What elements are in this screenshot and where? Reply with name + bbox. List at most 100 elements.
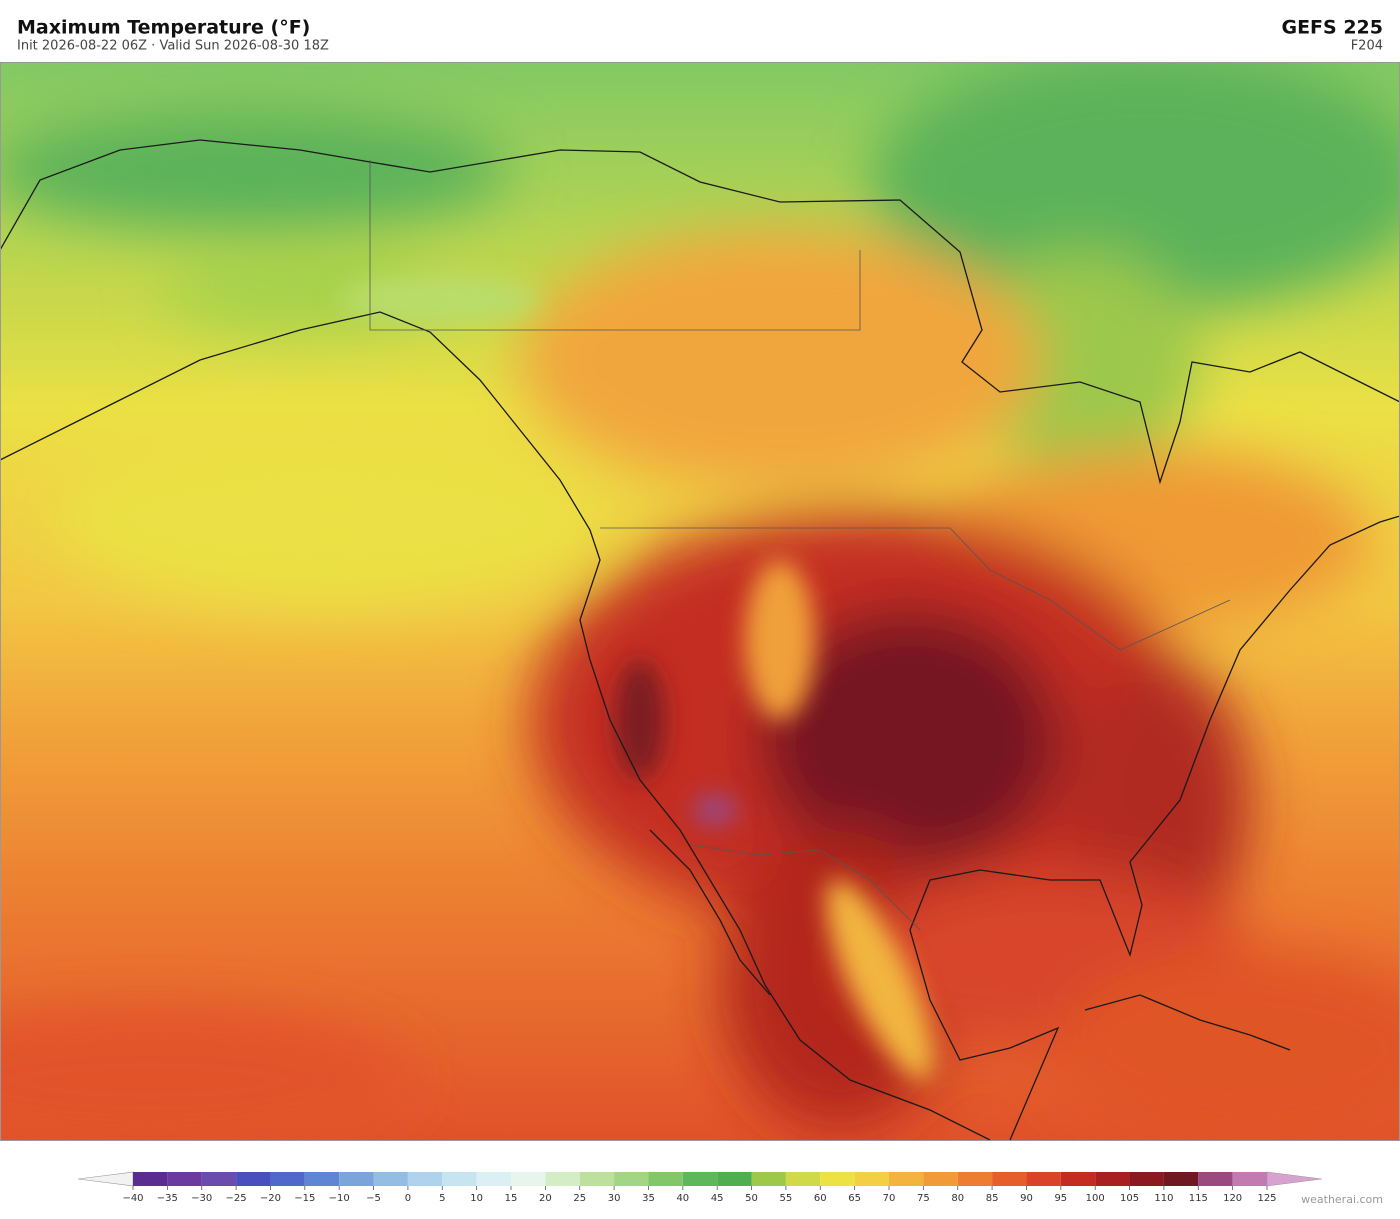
- border: [689, 844, 921, 931]
- coastline: [909, 515, 1400, 1140]
- model-label: GEFS 225: [1281, 17, 1383, 39]
- temperature-region: [0, 110, 510, 230]
- colorbar-tick-label: 75: [917, 1193, 930, 1204]
- colorbar-tick-label: 60: [814, 1193, 827, 1204]
- colorbar-tick-label: 70: [883, 1193, 896, 1204]
- border: [600, 527, 1231, 651]
- colorbar-tick-label: 40: [676, 1193, 689, 1204]
- colorbar-segment: [476, 1172, 511, 1186]
- colorbar-tick-label: 120: [1223, 1193, 1242, 1204]
- colorbar-tick-label: −25: [226, 1193, 247, 1204]
- colorbar-segment: [751, 1172, 786, 1186]
- colorbar-tick-label: 5: [439, 1193, 445, 1204]
- colorbar-tick-label: 55: [780, 1193, 793, 1204]
- colorbar-segment: [785, 1172, 821, 1186]
- colorbar-tick-label: 35: [642, 1193, 655, 1204]
- colorbar-segment: [236, 1172, 271, 1186]
- colorbar-segment: [957, 1172, 993, 1186]
- colorbar-segment: [407, 1172, 443, 1186]
- temperature-detail: [615, 660, 665, 780]
- colorbar-tick-label: 85: [986, 1193, 999, 1204]
- temperature-detail: [340, 275, 540, 325]
- colorbar-tick-label: −10: [329, 1193, 350, 1204]
- colorbar-tick-label: 105: [1120, 1193, 1139, 1204]
- colorbar-segment: [682, 1172, 718, 1186]
- coastline: [0, 139, 1400, 485]
- colorbar-tick-label: 15: [505, 1193, 518, 1204]
- temperature-details: [340, 275, 934, 1081]
- colorbar-low-extend: [77, 1171, 134, 1187]
- colorbar-segment: [511, 1172, 546, 1186]
- temperature-region: [50, 430, 610, 610]
- watermark: weatherai.com: [1301, 1193, 1383, 1206]
- colorbar-tick-label: 45: [711, 1193, 724, 1204]
- colorbar-segment: [1026, 1172, 1061, 1186]
- colorbar-tick-label: 95: [1054, 1193, 1067, 1204]
- colorbar-tick-label: −5: [366, 1193, 381, 1204]
- temperature-blobs: [0, 62, 1400, 1140]
- colorbar-tick-label: −20: [260, 1193, 281, 1204]
- colorbar-segment: [1129, 1172, 1164, 1186]
- colorbar: −40 −35 −30 −25 −20 −15 −10 −5 0 5 10 15 20 25 30 35 40 4…: [77, 1171, 1323, 1204]
- temperature-region: [0, 1010, 410, 1140]
- colorbar-segment: [579, 1172, 615, 1186]
- colorbar-segment: [201, 1172, 237, 1186]
- temperature-region: [520, 230, 1040, 490]
- temperature-region: [760, 610, 1060, 870]
- temperature-region: [870, 62, 1400, 310]
- colorbar-segment: [1232, 1172, 1267, 1186]
- colorbar-tick-label: 20: [539, 1193, 552, 1204]
- map-title: Maximum Temperature (°F): [17, 17, 310, 39]
- colorbar-segment: [442, 1172, 477, 1186]
- temperature-region: [1050, 950, 1400, 1140]
- temperature-region: [960, 250, 1200, 470]
- colorbar-high-extend: [1266, 1171, 1323, 1187]
- temperature-region: [1070, 660, 1250, 940]
- coastline: [0, 311, 991, 1140]
- colorbar-tick-label: 80: [951, 1193, 964, 1204]
- forecast-hour: F204: [1351, 39, 1383, 54]
- colorbar-tick-label: 25: [573, 1193, 586, 1204]
- colorbar-tick-label: 100: [1086, 1193, 1105, 1204]
- colorbar-tick-label: 0: [405, 1193, 411, 1204]
- coastlines: [0, 139, 1400, 1140]
- colorbar-segment: [545, 1172, 580, 1186]
- colorbar-segment: [133, 1172, 168, 1186]
- colorbar-tick-label: 115: [1189, 1193, 1208, 1204]
- colorbar-segment: [923, 1172, 958, 1186]
- colorbar-segment: [373, 1172, 408, 1186]
- colorbar-segment: [614, 1172, 649, 1186]
- colorbar-segment: [992, 1172, 1027, 1186]
- border: [369, 160, 861, 331]
- colorbar-segment: [889, 1172, 924, 1186]
- colorbar-tick-label: 50: [745, 1193, 758, 1204]
- map-subtitle: Init 2026-08-22 06Z · Valid Sun 2026-08-…: [17, 39, 329, 54]
- colorbar-segment: [339, 1172, 374, 1186]
- colorbar-tick-label: 65: [848, 1193, 861, 1204]
- colorbar-tick-label: 10: [470, 1193, 483, 1204]
- colorbar-segment: [1060, 1172, 1096, 1186]
- colorbar-segment: [717, 1172, 752, 1186]
- coastline: [649, 829, 771, 996]
- colorbar-tick-label: −35: [157, 1193, 178, 1204]
- colorbar-tick-label: 110: [1154, 1193, 1173, 1204]
- colorbar-segment: [270, 1172, 305, 1186]
- borders: [369, 160, 1231, 931]
- temperature-detail: [745, 560, 815, 720]
- temperature-detail: [826, 879, 934, 1081]
- colorbar-segment: [167, 1172, 202, 1186]
- colorbar-tick-label: −30: [191, 1193, 212, 1204]
- coastline: [1084, 994, 1291, 1051]
- colorbar-segment: [1095, 1172, 1130, 1186]
- map-area: [0, 62, 1400, 1140]
- colorbar-tick-label: −15: [294, 1193, 315, 1204]
- colorbar-segment: [1163, 1172, 1199, 1186]
- colorbar-tick-label: −40: [122, 1193, 143, 1204]
- colorbar-segment: [648, 1172, 683, 1186]
- temperature-detail: [693, 794, 737, 826]
- colorbar-segment: [854, 1172, 889, 1186]
- colorbar-segment: [1198, 1172, 1233, 1186]
- colorbar-segment: [304, 1172, 340, 1186]
- colorbar-tick-label: 90: [1020, 1193, 1033, 1204]
